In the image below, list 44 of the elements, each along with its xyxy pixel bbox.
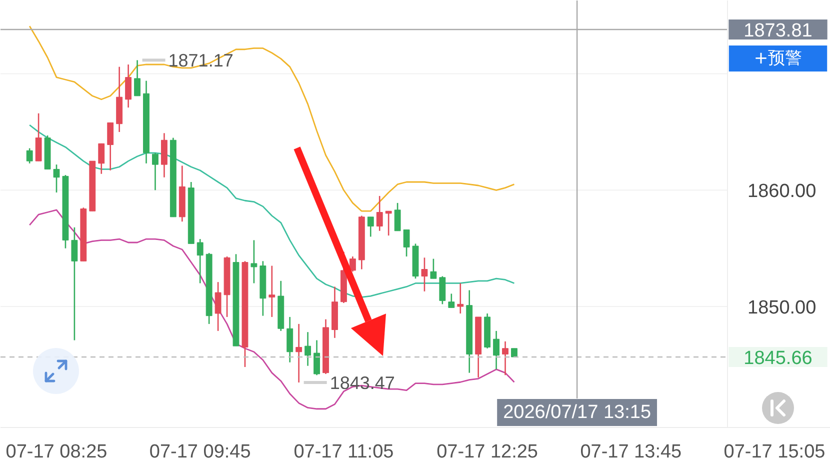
candlestick bbox=[134, 60, 140, 97]
x-tick-label: 07-17 13:45 bbox=[580, 442, 682, 462]
candlestick bbox=[26, 148, 33, 164]
candlestick bbox=[296, 323, 302, 384]
candlestick bbox=[394, 202, 401, 232]
x-tick-label: 07-17 15:05 bbox=[724, 442, 826, 462]
candlestick bbox=[152, 152, 158, 191]
candlestick bbox=[268, 265, 276, 318]
candlestick bbox=[385, 210, 392, 236]
x-tick-label: 07-17 09:45 bbox=[149, 442, 251, 462]
y-tick-label: 1860.00 bbox=[748, 181, 816, 202]
candlestick bbox=[286, 316, 294, 363]
candlestick bbox=[403, 229, 410, 258]
line-series bbox=[28, 25, 515, 212]
candlestick bbox=[196, 238, 204, 284]
candlestick bbox=[493, 330, 500, 370]
annotation: 1843.47 bbox=[330, 372, 395, 393]
candlestick bbox=[448, 293, 455, 308]
candlestick bbox=[502, 340, 508, 376]
ref-line-label: 1845.66 bbox=[744, 348, 812, 369]
candlestick bbox=[35, 112, 42, 162]
candlestick bbox=[250, 240, 258, 284]
y-tick-label: 1850.00 bbox=[748, 297, 816, 318]
candlestick bbox=[304, 331, 312, 366]
ref-line-label: 2026/07/17 13:15 bbox=[503, 402, 652, 423]
candlestick bbox=[349, 256, 356, 272]
candlestick bbox=[107, 122, 114, 172]
candlestick bbox=[421, 256, 428, 292]
candlestick bbox=[314, 340, 320, 376]
candlestick bbox=[367, 216, 374, 238]
candlestick bbox=[430, 258, 437, 280]
candlestick bbox=[214, 281, 222, 332]
annotation: +预警 bbox=[754, 48, 802, 68]
candlestick bbox=[98, 142, 105, 175]
x-tick-label: 07-17 08:25 bbox=[6, 442, 108, 462]
candlestick bbox=[457, 282, 464, 314]
x-tick-label: 07-17 11:05 bbox=[294, 442, 394, 462]
x-tick-label: 07-17 12:25 bbox=[436, 442, 538, 462]
candlestick bbox=[439, 276, 446, 305]
candlestick bbox=[71, 226, 78, 341]
candlestick bbox=[53, 164, 60, 194]
candlestick bbox=[376, 195, 383, 232]
ref-line-label: 1873.81 bbox=[744, 20, 812, 42]
candlestick bbox=[125, 64, 132, 108]
